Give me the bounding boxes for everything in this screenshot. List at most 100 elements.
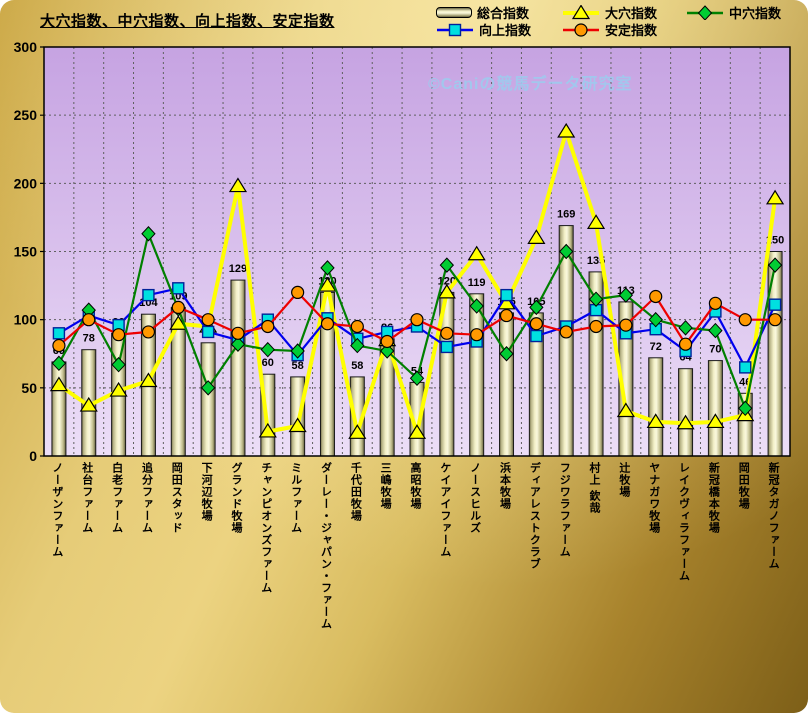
diamond-marker-icon	[260, 341, 275, 358]
square-marker-icon	[201, 325, 215, 339]
circle-marker-icon	[440, 326, 454, 340]
circle-marker-icon	[738, 313, 752, 327]
circle-marker-icon	[52, 338, 66, 353]
legend-item-kojo-shisu: 向上指数	[436, 21, 562, 38]
circle-marker-icon	[768, 313, 782, 327]
triangle-marker-icon	[527, 229, 546, 244]
bar	[678, 368, 694, 457]
bar-value-label: 58	[292, 360, 304, 372]
diamond-marker-icon	[708, 322, 723, 339]
diamond-marker-icon	[678, 320, 693, 336]
x-axis-label: 高昭牧場	[409, 462, 421, 510]
x-axis-label: グランド牧場	[229, 462, 242, 534]
circle-marker-icon	[261, 319, 275, 334]
x-axis-label: 岡田スタッド	[170, 462, 183, 534]
diamond-marker-icon	[409, 370, 425, 387]
circle-marker-icon	[320, 317, 335, 331]
x-axis-label: 追分ファーム	[140, 462, 153, 534]
square-marker-icon	[739, 361, 752, 374]
bar	[648, 357, 664, 457]
x-axis-label: 新冠橋本牧場	[707, 462, 720, 534]
x-axis-label: 白老ファーム	[110, 462, 123, 534]
triangle-marker-icon	[407, 424, 427, 439]
bar-value-label: 58	[351, 360, 363, 372]
watermark: ©Caniの競馬データ研究室	[428, 76, 633, 93]
diamond-marker-icon	[141, 226, 156, 242]
legend-label: 安定指数	[605, 23, 658, 38]
x-axis-label: 新冠タガノファーム	[767, 462, 780, 570]
legend-item-chuana-shisu: 中穴指数	[686, 4, 798, 21]
x-axis-label: ダーレー・ジャパン・ファーム	[319, 462, 332, 630]
triangle-marker-icon	[467, 245, 486, 261]
circle-marker-icon	[350, 319, 364, 334]
triangle-marker-icon	[563, 5, 599, 20]
circle-marker-icon	[231, 326, 245, 340]
triangle-marker-icon	[49, 376, 68, 392]
circle-marker-icon	[708, 296, 723, 310]
legend-label: 大穴指数	[605, 6, 658, 21]
square-marker-icon	[142, 288, 155, 302]
y-axis-label: 50	[21, 380, 37, 396]
x-axis-label: 社台ファーム	[80, 462, 93, 534]
triangle-marker-icon	[676, 414, 695, 430]
x-axis-label: 下河辺牧場	[200, 462, 213, 522]
x-axis-label: 千代田牧場	[349, 462, 362, 522]
x-axis-label: ケイアイファーム	[438, 462, 451, 558]
bar	[51, 361, 67, 457]
bar-value-label: 60	[262, 357, 274, 369]
chart-title: 大穴指数、中穴指数、向上指数、安定指数	[40, 13, 335, 30]
triangle-marker-icon	[228, 177, 248, 193]
triangle-marker-icon	[586, 214, 606, 229]
legend-item-antei-shisu: 安定指数	[562, 21, 686, 38]
y-axis-label: 100	[14, 312, 38, 328]
legend-label: 向上指数	[479, 23, 532, 38]
square-marker-icon	[448, 23, 462, 37]
circle-marker-icon	[574, 23, 588, 37]
diamond-marker-icon	[648, 311, 663, 328]
y-axis-label: 300	[14, 39, 38, 55]
y-axis-label: 200	[14, 175, 38, 191]
x-axis-label: ヤナガワ牧場	[647, 462, 660, 534]
bar	[200, 342, 216, 457]
x-axis-label: 村上 欽哉	[588, 462, 601, 515]
legend-label: 総合指数	[477, 6, 530, 21]
circle-marker-icon	[529, 317, 543, 331]
bar-value-label: 169	[557, 209, 575, 221]
bar-value-label: 129	[229, 263, 247, 275]
square-marker-icon	[768, 298, 782, 311]
diamond-marker-icon	[290, 343, 305, 359]
diamond-marker-icon	[618, 287, 634, 303]
circle-marker-icon	[410, 313, 424, 327]
circle-marker-icon	[141, 325, 156, 339]
square-marker-icon	[437, 23, 473, 37]
bar-value-label: 72	[650, 341, 662, 353]
bar-value-label: 70	[709, 344, 721, 356]
x-axis-label: ミルファーム	[289, 462, 302, 534]
circle-marker-icon	[82, 313, 96, 327]
x-axis-label: 浜本牧場	[498, 462, 511, 510]
x-axis-label: チャンピオンズファーム	[259, 462, 272, 594]
bar-swatch-icon	[436, 7, 472, 18]
diamond-marker-icon	[320, 260, 335, 276]
diamond-marker-icon	[350, 337, 365, 354]
diamond-marker-icon	[111, 356, 126, 373]
circle-marker-icon	[171, 300, 185, 314]
circle-marker-icon	[201, 313, 215, 327]
bar	[767, 251, 783, 457]
legend: 総合指数 大穴指数 中穴指数 向上指数 安定指数	[436, 4, 798, 38]
x-axis-label: 三嶋牧場	[379, 462, 392, 510]
y-axis-label: 250	[14, 107, 38, 123]
square-marker-icon	[530, 329, 543, 343]
circle-marker-icon	[619, 318, 633, 332]
triangle-marker-icon	[646, 413, 665, 429]
circle-marker-icon	[563, 23, 599, 37]
triangle-marker-icon	[766, 189, 785, 205]
x-axis-label: フジワラファーム	[558, 462, 571, 558]
x-axis-label: ノースヒルズ	[468, 462, 481, 534]
square-marker-icon	[500, 288, 513, 302]
x-axis-label: 岡田牧場	[737, 462, 750, 510]
triangle-marker-icon	[318, 276, 337, 292]
circle-marker-icon	[470, 328, 484, 342]
bar-value-label: 78	[83, 333, 95, 345]
x-axis-label: ノーザンファーム	[50, 462, 63, 558]
